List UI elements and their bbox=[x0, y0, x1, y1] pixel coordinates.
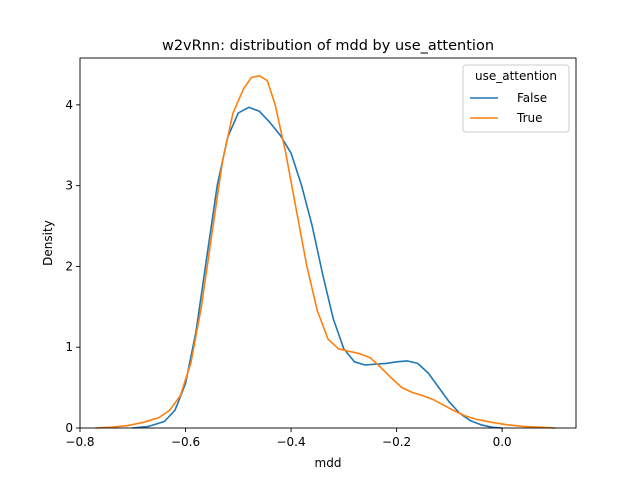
y-axis-ticks: 0 1 2 3 4 bbox=[65, 98, 80, 435]
y-tick-label: 2 bbox=[65, 259, 73, 273]
y-tick-label: 1 bbox=[65, 340, 73, 354]
axes-frame bbox=[79, 57, 577, 429]
x-axis-label: mdd bbox=[315, 456, 342, 470]
legend-label-true: True bbox=[516, 111, 543, 125]
y-axis-label: Density bbox=[41, 220, 55, 266]
x-tick-label: 0.0 bbox=[493, 435, 512, 449]
legend-title: use_attention bbox=[475, 69, 557, 83]
series-layer bbox=[95, 75, 556, 429]
x-tick-label: −0.2 bbox=[382, 435, 411, 449]
y-tick-label: 3 bbox=[65, 179, 73, 193]
chart-title: w2vRnn: distribution of mdd by use_atten… bbox=[162, 38, 494, 54]
legend: use_attention False True bbox=[462, 64, 570, 133]
x-tick-label: −0.8 bbox=[65, 435, 94, 449]
legend-items: False True bbox=[470, 91, 547, 125]
x-axis-ticks: −0.8 −0.6 −0.4 −0.2 0.0 bbox=[65, 428, 512, 449]
y-tick-label: 4 bbox=[65, 98, 73, 112]
plot-area bbox=[79, 57, 577, 429]
legend-label-false: False bbox=[517, 91, 547, 105]
x-tick-label: −0.6 bbox=[171, 435, 200, 449]
series-line-true bbox=[95, 75, 556, 429]
series-line-false bbox=[132, 106, 503, 429]
x-tick-label: −0.4 bbox=[276, 435, 305, 449]
legend-box bbox=[462, 64, 570, 133]
y-tick-label: 0 bbox=[65, 421, 73, 435]
